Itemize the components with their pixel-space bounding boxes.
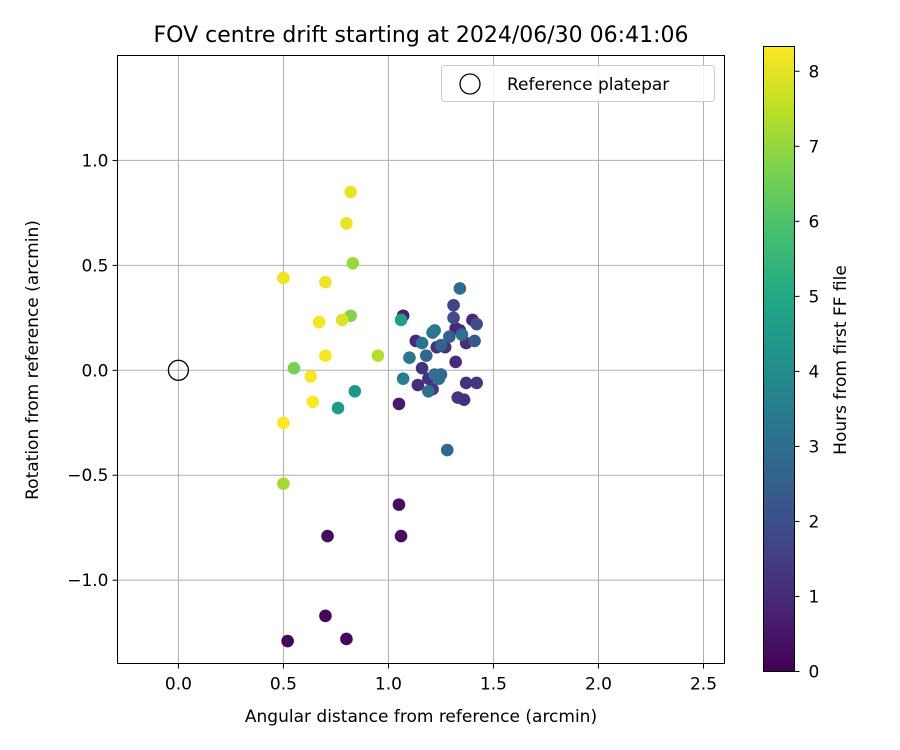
scatter-point	[428, 368, 441, 381]
scatter-point	[340, 632, 353, 646]
scatter-point	[428, 324, 441, 337]
x-axis-ticks: 0.0 0.5 1.0 1.5 2.0 2.5	[165, 663, 717, 695]
legend-box	[441, 65, 715, 102]
x-tick-label: 0.0	[165, 675, 192, 695]
colorbar-tick-label: 1	[809, 587, 820, 607]
y-axis-ticks: −1.0 −0.5 0.0 0.5 1.0	[67, 151, 118, 591]
scatter-point	[447, 311, 460, 325]
scatter-point	[319, 609, 332, 623]
scatter-point	[394, 529, 408, 543]
scatter-points	[277, 185, 483, 648]
scatter-point	[277, 416, 290, 430]
scatter-point	[331, 401, 345, 415]
x-tick-label: 1.5	[480, 675, 507, 695]
scatter-point	[344, 185, 357, 199]
colorbar	[763, 46, 795, 672]
colorbar-tick-label: 0	[809, 663, 820, 683]
scatter-point	[319, 275, 332, 289]
colorbar-tick-label: 7	[809, 137, 820, 157]
scatter-point	[403, 351, 416, 365]
colorbar-label: Hours from first FF file	[831, 265, 851, 455]
scatter-point	[443, 330, 456, 344]
scatter-point	[422, 384, 435, 398]
colorbar-tick-label: 2	[809, 512, 820, 532]
scatter-point	[348, 384, 362, 398]
legend-label: Reference platepar	[507, 75, 669, 95]
scatter-point	[312, 315, 326, 329]
colorbar-tick-label: 3	[809, 437, 820, 457]
reference-platepar-marker	[167, 359, 190, 381]
scatter-point	[396, 372, 410, 386]
legend: Reference platepar	[441, 65, 715, 102]
y-tick-label: 0.5	[81, 256, 108, 276]
scatter-point	[392, 498, 406, 511]
x-axis-label: Angular distance from reference (arcmin)	[245, 707, 597, 727]
scatter-point	[277, 477, 290, 490]
grid-lines	[117, 55, 725, 664]
scatter-point	[346, 256, 360, 270]
legend-marker-icon	[459, 73, 481, 95]
scatter-point	[449, 355, 462, 369]
scatter-point	[287, 361, 301, 375]
colorbar-tick-label: 8	[809, 62, 820, 82]
scatter-point	[470, 376, 483, 390]
x-tick-label: 0.5	[270, 675, 297, 695]
scatter-point	[306, 395, 320, 409]
scatter-point	[455, 328, 469, 341]
scatter-point	[459, 376, 473, 390]
scatter-point	[440, 443, 454, 457]
x-tick-label: 2.0	[585, 675, 612, 695]
scatter-point	[321, 529, 334, 543]
scatter-point	[457, 393, 471, 406]
y-tick-label: −0.5	[67, 466, 108, 486]
scatter-point	[304, 370, 318, 383]
chart-title: FOV centre drift starting at 2024/06/30 …	[154, 23, 689, 48]
scatter-point	[453, 282, 467, 295]
scatter-point	[468, 334, 481, 348]
scatter-point	[340, 217, 353, 230]
colorbar-ticks: 0 1 2 3 4 5 6 7 8	[794, 62, 820, 683]
colorbar-tick-label: 5	[809, 287, 820, 307]
scatter-point	[411, 378, 425, 392]
scatter-point	[335, 313, 349, 327]
scatter-point	[419, 349, 433, 362]
scatter-point	[470, 317, 483, 331]
scatter-point	[371, 349, 385, 362]
colorbar-tick-label: 4	[809, 362, 820, 382]
x-tick-label: 1.0	[375, 675, 402, 695]
scatter-point	[415, 336, 429, 350]
scatter-point	[394, 313, 408, 327]
scatter-point	[447, 298, 460, 312]
scatter-point	[434, 338, 448, 352]
plot-frame	[117, 55, 725, 664]
scatter-point	[281, 634, 294, 648]
colorbar-tick-label: 6	[809, 212, 820, 232]
y-tick-label: −1.0	[67, 571, 108, 591]
y-tick-label: 1.0	[81, 151, 108, 171]
scatter-point	[319, 349, 332, 362]
x-tick-label: 2.5	[690, 675, 717, 695]
scatter-point	[415, 361, 429, 375]
scatter-point	[392, 397, 406, 411]
y-tick-label: 0.0	[81, 361, 108, 381]
scatter-point	[277, 271, 290, 285]
y-axis-label: Rotation from reference (arcmin)	[23, 220, 43, 500]
